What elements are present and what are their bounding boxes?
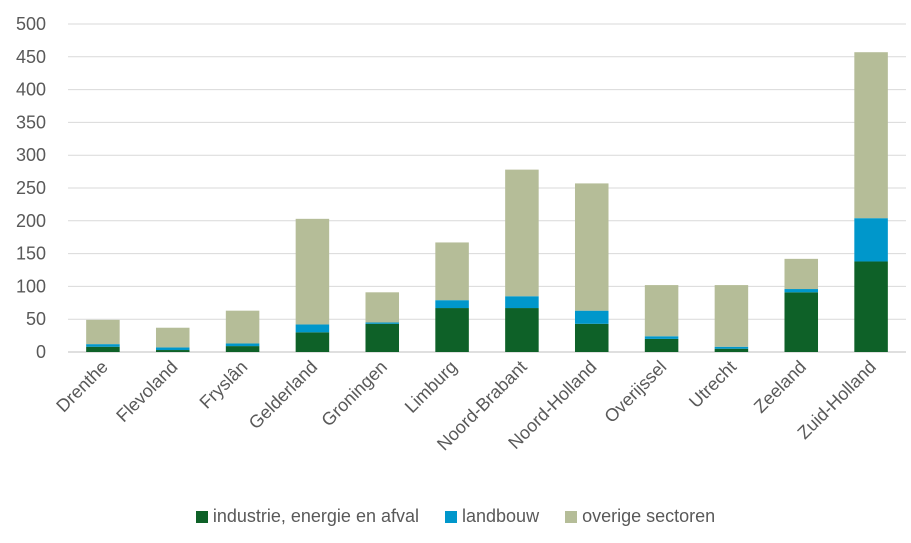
x-tick-label: Drenthe (52, 357, 111, 416)
x-tick-label: Flevoland (112, 357, 181, 426)
legend-label-overige: overige sectoren (582, 506, 716, 526)
bar-segment-landbouw[interactable] (365, 322, 400, 324)
bar-segment-overige[interactable] (505, 169, 539, 297)
bar-segment-industrie[interactable] (854, 261, 888, 352)
bar-segment-overige[interactable] (225, 310, 260, 344)
bar-segment-landbouw[interactable] (784, 289, 819, 293)
bar-segment-industrie[interactable] (225, 346, 260, 352)
gridlines (68, 23, 906, 353)
stacked-bar-chart: 0 50 100 150 200 250 300 350 400 450 500 Drenthe Fl… (16, 14, 906, 455)
bar-segment-industrie[interactable] (435, 308, 469, 352)
legend-swatch-landbouw (445, 510, 457, 523)
bar-segment-landbouw[interactable] (86, 344, 120, 347)
y-tick-label: 200 (16, 211, 46, 231)
x-tick-label: Utrecht (685, 357, 740, 412)
bar-segment-industrie[interactable] (365, 323, 400, 352)
bar-segment-landbouw[interactable] (225, 343, 260, 347)
bar-segment-overige[interactable] (365, 292, 400, 323)
bar-segment-industrie[interactable] (86, 346, 120, 352)
legend-item-landbouw[interactable]: landbouw (445, 506, 539, 527)
x-tick-label: Fryslân (196, 357, 252, 413)
legend-swatch-overige (565, 510, 578, 523)
chart-legend: industrie, energie en afval landbouw ove… (0, 506, 911, 527)
bar-segment-industrie[interactable] (574, 323, 609, 352)
y-tick-label: 0 (36, 342, 46, 362)
bar-segment-overige[interactable] (854, 52, 888, 219)
x-tick-label: Zeeland (750, 357, 810, 417)
x-tick-label: Overijssel (600, 357, 670, 427)
bar-segment-industrie[interactable] (295, 332, 330, 352)
y-tick-label: 500 (16, 14, 46, 34)
legend-item-overige[interactable]: overige sectoren (565, 506, 715, 527)
bar-segment-industrie[interactable] (505, 308, 539, 352)
bar-segment-landbouw[interactable] (505, 296, 539, 309)
y-tick-label: 100 (16, 276, 46, 296)
x-tick-label: Groningen (317, 357, 391, 431)
bar-segment-industrie[interactable] (644, 338, 679, 352)
bar-segment-landbouw[interactable] (644, 336, 679, 339)
bar-segment-overige[interactable] (784, 258, 819, 290)
bar-segment-overige[interactable] (574, 183, 609, 311)
y-axis-ticks: 0 50 100 150 200 250 300 350 400 450 500 (16, 14, 46, 362)
bar-segment-industrie[interactable] (784, 292, 819, 352)
x-tick-label: Gelderland (245, 357, 321, 433)
legend-label-landbouw: landbouw (462, 506, 540, 526)
bar-segment-landbouw[interactable] (435, 300, 469, 309)
y-tick-label: 450 (16, 47, 46, 67)
x-axis-ticks: Drenthe Flevoland FryslânGelderlandGroning… (52, 357, 880, 455)
bar-segment-industrie[interactable] (714, 348, 749, 352)
bar-segment-landbouw[interactable] (854, 218, 888, 262)
bar-segment-industrie[interactable] (155, 350, 190, 352)
bar-segment-landbouw[interactable] (714, 346, 749, 349)
bar-segment-overige[interactable] (86, 319, 120, 345)
y-tick-label: 50 (26, 309, 46, 329)
bar-segment-overige[interactable] (295, 218, 330, 325)
y-tick-label: 300 (16, 145, 46, 165)
y-tick-label: 250 (16, 178, 46, 198)
bar-segment-overige[interactable] (435, 242, 469, 301)
legend-swatch-industrie (195, 510, 208, 523)
bar-segment-landbouw[interactable] (574, 310, 609, 324)
bar-segment-landbouw[interactable] (155, 347, 190, 351)
bar-segment-overige[interactable] (644, 285, 679, 337)
bar-segment-overige[interactable] (714, 285, 749, 347)
bars (86, 52, 888, 352)
x-tick-label: Limburg (401, 357, 461, 417)
y-tick-label: 350 (16, 112, 46, 132)
legend-item-industrie[interactable]: industrie, energie en afval (195, 506, 419, 527)
y-tick-label: 400 (16, 80, 46, 100)
y-tick-label: 150 (16, 244, 46, 264)
bar-segment-overige[interactable] (155, 327, 190, 348)
legend-label-industrie: industrie, energie en afval (212, 506, 419, 526)
bar-segment-landbouw[interactable] (295, 324, 330, 333)
